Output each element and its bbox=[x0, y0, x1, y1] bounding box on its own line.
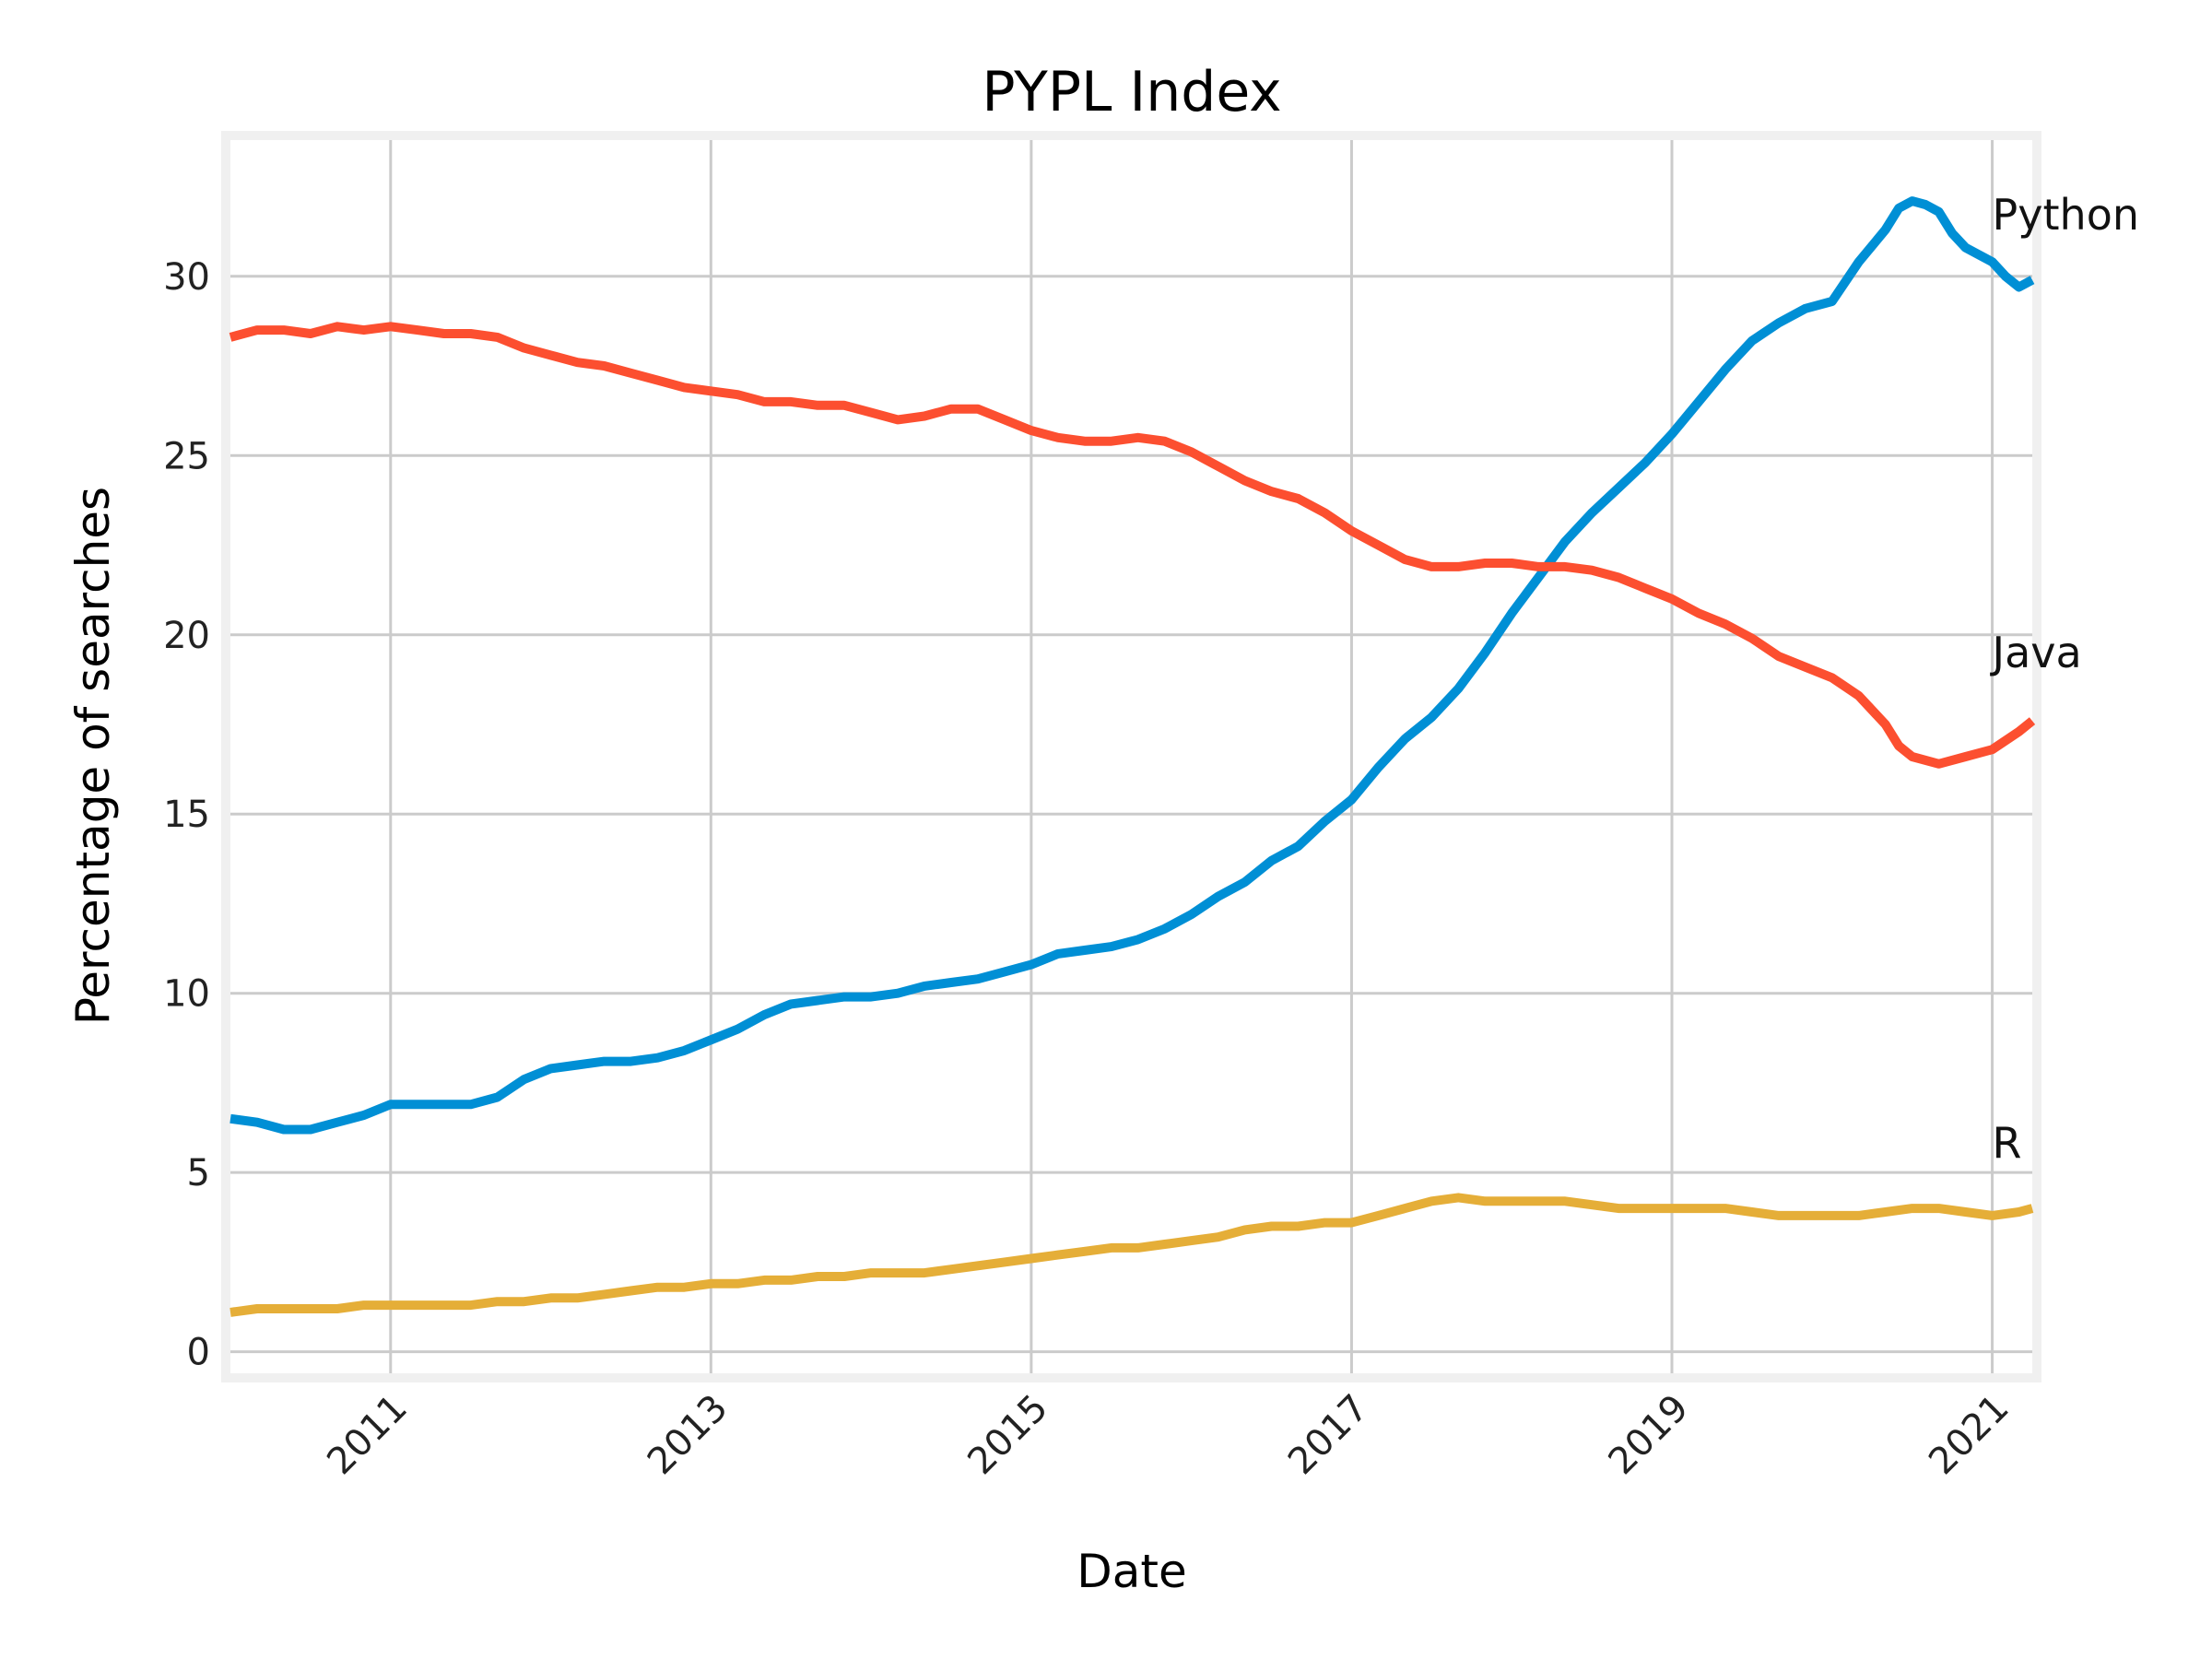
y-tick-label: 15 bbox=[163, 794, 210, 836]
plot-area bbox=[221, 131, 2041, 1382]
plot-background bbox=[230, 140, 2032, 1373]
chart-title: PYPL Index bbox=[982, 60, 1281, 124]
x-axis-label: Date bbox=[1077, 1545, 1187, 1598]
series-line-java bbox=[229, 322, 2036, 769]
series-line-r bbox=[229, 1193, 2034, 1317]
grid-lines bbox=[230, 140, 2032, 1373]
series-labels: Python Java R bbox=[1990, 190, 2139, 1168]
series-lines bbox=[229, 196, 2036, 1317]
series-line-python bbox=[229, 196, 2035, 1135]
y-tick-label: 30 bbox=[163, 256, 210, 299]
series-label-java: Java bbox=[1990, 628, 2082, 677]
y-tick-label: 0 bbox=[187, 1332, 210, 1374]
series-label-r: R bbox=[1993, 1119, 2022, 1169]
y-tick-label: 10 bbox=[163, 973, 210, 1016]
y-tick-label: 25 bbox=[163, 435, 210, 477]
y-axis-label: Percentage of searches bbox=[66, 487, 120, 1025]
y-tick-label: 20 bbox=[163, 615, 210, 657]
series-label-python: Python bbox=[1993, 190, 2139, 240]
y-tick-label: 5 bbox=[187, 1152, 210, 1194]
